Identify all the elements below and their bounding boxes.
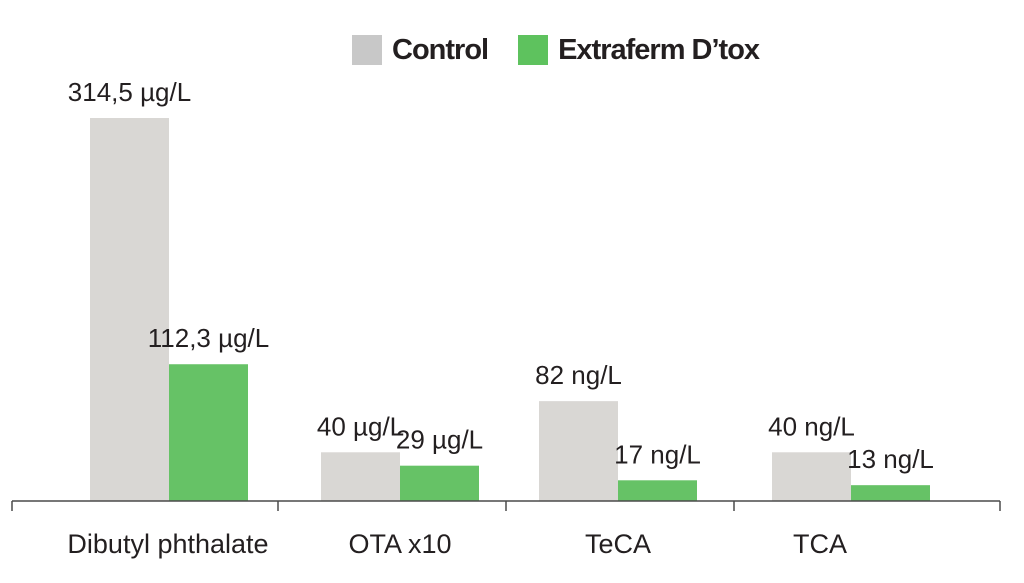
data-label-extraferm-ota-x10: 29 µg/L — [396, 425, 483, 455]
data-label-control-tca: 40 ng/L — [768, 411, 855, 441]
bar-control-tca — [772, 452, 851, 501]
data-label-extraferm-tca: 13 ng/L — [847, 444, 934, 474]
bar-control-dibutyl-phthalate — [90, 118, 169, 501]
x-tick-label-dibutyl-phthalate: Dibutyl phthalate — [67, 529, 268, 559]
bar-extraferm-dibutyl-phthalate — [169, 364, 248, 501]
bar-extraferm-teca — [618, 480, 697, 501]
data-label-control-ota-x10: 40 µg/L — [317, 411, 404, 441]
bar-extraferm-tca — [851, 485, 930, 501]
bar-control-ota-x10 — [321, 452, 400, 501]
legend-item-extraferm: Extraferm D’tox — [518, 33, 760, 67]
data-label-control-teca: 82 ng/L — [535, 360, 622, 390]
legend-swatch-control — [352, 35, 382, 65]
bar-control-teca — [539, 401, 618, 501]
value-labels-layer: 314,5 µg/L 112,3 µg/L 40 µg/L29 µg/L 82 ng/… — [68, 77, 934, 474]
x-axis: Dibutyl phthalate OTA x10 TeCA TCA — [11, 500, 1001, 559]
legend-label-control: Control — [392, 33, 489, 66]
bars-layer — [90, 118, 930, 501]
bar-extraferm-ota-x10 — [400, 465, 479, 501]
data-label-extraferm-dibutyl-phthalate: 112,3 µg/L — [148, 323, 269, 353]
x-tick-label-tca: TCA — [793, 529, 847, 559]
x-tick-label-teca: TeCA — [585, 529, 651, 559]
legend-swatch-extraferm — [518, 35, 549, 65]
legend-label-extraferm: Extraferm D’tox — [558, 33, 760, 66]
x-tick-label-ota-x10: OTA x10 — [348, 529, 451, 559]
data-label-control-dibutyl-phthalate: 314,5 µg/L — [68, 77, 191, 107]
legend-item-control: Control — [352, 33, 489, 67]
data-label-extraferm-teca: 17 ng/L — [614, 439, 701, 469]
chart-legend: Control Extraferm D’tox — [352, 30, 760, 70]
